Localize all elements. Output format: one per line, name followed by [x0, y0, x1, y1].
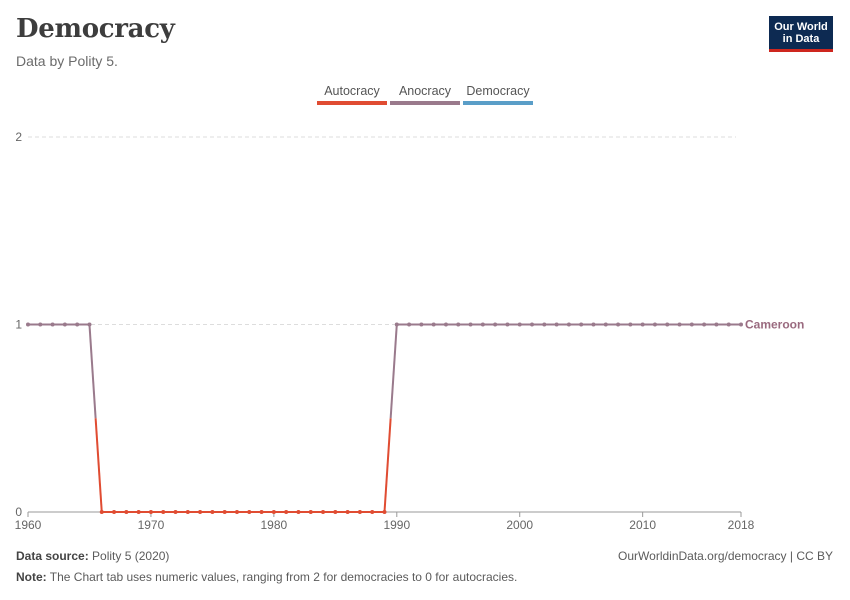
legend-swatch-1 [390, 101, 460, 105]
x-tick-label-2: 1980 [261, 518, 288, 532]
data-point-2007 [603, 322, 608, 327]
data-point-2010 [640, 322, 645, 327]
legend-label-1: Anocracy [399, 84, 452, 98]
x-tick-label-1: 1970 [138, 518, 165, 532]
data-point-1999 [505, 322, 510, 327]
data-point-1978 [247, 510, 252, 514]
data-point-1963 [62, 322, 67, 327]
data-point-2012 [665, 322, 670, 327]
chart-note: Note: The Chart tab uses numeric values,… [16, 570, 517, 584]
owid-logo[interactable]: Our World in Data [769, 16, 833, 52]
data-point-1975 [210, 510, 215, 514]
data-point-1979 [259, 510, 264, 514]
data-point-1992 [419, 322, 424, 327]
data-point-1981 [284, 510, 289, 514]
data-point-1990 [394, 322, 399, 327]
data-source-text: Polity 5 (2020) [88, 549, 170, 563]
data-point-1967 [112, 510, 117, 514]
series-segment-29a [383, 418, 392, 513]
note-text: The Chart tab uses numeric values, rangi… [46, 570, 518, 584]
gridlines [28, 136, 736, 325]
data-point-1991 [407, 322, 412, 327]
data-point-1996 [468, 322, 473, 327]
data-point-1973 [185, 510, 190, 514]
data-point-1984 [321, 510, 326, 514]
data-point-1987 [357, 510, 362, 514]
data-point-2001 [530, 322, 535, 327]
axes: 0 1 2 1960 1970 1980 1990 2000 2010 2018 [15, 130, 755, 532]
data-point-2005 [579, 322, 584, 327]
data-point-1965 [87, 322, 92, 327]
logo-line-1: Our World [774, 20, 828, 33]
data-point-1995 [456, 322, 461, 327]
chart-subtitle: Data by Polity 5. [16, 53, 118, 69]
series-label-0: Cameroon [745, 318, 804, 332]
legend-label-0: Autocracy [324, 84, 380, 98]
series-segment-5a [88, 324, 97, 419]
data-point-2006 [591, 322, 596, 327]
data-point-1976 [222, 510, 227, 514]
series-labels: Cameroon [745, 318, 804, 332]
data-source-label: Data source: [16, 549, 89, 563]
data-point-2003 [554, 322, 559, 327]
legend-swatch-0 [317, 101, 387, 105]
data-point-1986 [345, 510, 350, 514]
data-point-1997 [480, 322, 485, 327]
data-point-1970 [148, 510, 153, 514]
data-point-1977 [234, 510, 239, 514]
y-tick-label-0: 0 [15, 505, 22, 519]
data-point-2013 [677, 322, 682, 327]
x-tick-label-6: 2018 [728, 518, 755, 532]
data-point-1989 [382, 510, 387, 514]
data-point-1994 [443, 322, 448, 327]
series-segment-5b [94, 418, 103, 513]
x-tick-label-5: 2010 [629, 518, 656, 532]
data-point-2009 [628, 322, 633, 327]
x-tick-label-3: 1990 [383, 518, 410, 532]
data-point-1988 [370, 510, 375, 514]
note-label: Note: [16, 570, 47, 584]
data-point-2015 [702, 322, 707, 327]
data-point-2017 [726, 322, 731, 327]
series-segment-29b [389, 324, 398, 419]
data-point-1974 [198, 510, 203, 514]
data-point-2000 [517, 322, 522, 327]
data-point-2011 [652, 322, 657, 327]
data-point-1985 [333, 510, 338, 514]
data-point-1983 [308, 510, 313, 514]
x-tick-label-4: 2000 [506, 518, 533, 532]
y-tick-label-1: 1 [15, 318, 22, 332]
data-point-1964 [75, 322, 80, 327]
data-point-1998 [493, 322, 498, 327]
data-source: Data source: Polity 5 (2020) [16, 549, 169, 563]
data-point-1960 [26, 322, 30, 327]
data-point-1961 [38, 322, 43, 327]
data-point-1971 [161, 510, 166, 514]
plot-lines [26, 322, 743, 514]
legend-label-2: Democracy [466, 84, 530, 98]
data-point-2016 [714, 322, 719, 327]
data-point-1993 [431, 322, 436, 327]
data-point-2002 [542, 322, 547, 327]
data-point-1966 [99, 510, 104, 514]
data-point-1969 [136, 510, 141, 514]
chart-title: Democracy [16, 14, 175, 44]
data-point-1968 [124, 510, 129, 514]
chart-area: Autocracy Anocracy Democracy 0 1 2 1960 1970 19… [15, 84, 805, 532]
data-point-2008 [616, 322, 621, 327]
y-tick-label-2: 2 [15, 130, 22, 144]
data-point-2004 [566, 322, 571, 327]
data-point-1972 [173, 510, 178, 514]
data-point-2018 [739, 322, 743, 327]
logo-line-2: in Data [782, 32, 820, 45]
legend: Autocracy Anocracy Democracy [317, 84, 533, 105]
source-link[interactable]: OurWorldinData.org/democracy | CC BY [618, 549, 833, 563]
data-point-1982 [296, 510, 301, 514]
data-point-1962 [50, 322, 55, 327]
x-tick-label-0: 1960 [15, 518, 42, 532]
legend-swatch-2 [463, 101, 533, 105]
data-point-2014 [689, 322, 694, 327]
data-point-1980 [271, 510, 276, 514]
